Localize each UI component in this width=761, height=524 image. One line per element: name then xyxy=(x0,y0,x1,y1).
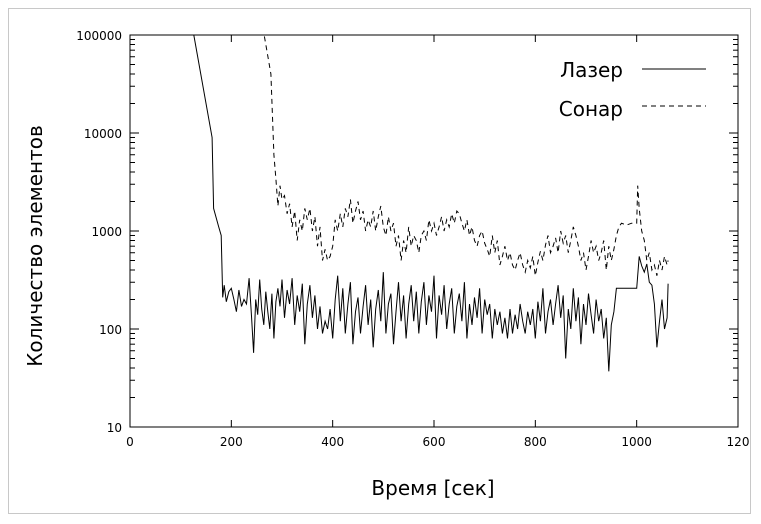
y-axis-ticks: 10 100 1000 10000 100000 xyxy=(76,29,738,435)
series-line-laser xyxy=(130,34,669,372)
y-axis-label: Количество элементов xyxy=(23,125,47,367)
series-line-sonar xyxy=(130,34,669,276)
x-tick-label: 120 xyxy=(727,435,750,449)
y-tick-label: 10000 xyxy=(84,127,122,141)
x-axis-ticks: 0 200 400 600 800 1000 120 xyxy=(126,35,749,449)
x-tick-label: 400 xyxy=(321,435,344,449)
y-tick-label: 1000 xyxy=(91,225,122,239)
legend-label-sonar: Сонар xyxy=(559,97,623,121)
x-tick-label: 0 xyxy=(126,435,134,449)
series-lines xyxy=(130,34,669,372)
x-axis-label: Время [сек] xyxy=(371,476,494,500)
y-tick-label: 100 xyxy=(99,323,122,337)
x-tick-label: 600 xyxy=(423,435,446,449)
x-tick-label: 800 xyxy=(524,435,547,449)
y-tick-label: 100000 xyxy=(76,29,122,43)
legend: Лазер Сонар xyxy=(559,58,706,121)
x-tick-label: 200 xyxy=(220,435,243,449)
plot-area xyxy=(129,34,739,428)
legend-label-laser: Лазер xyxy=(560,58,623,82)
x-tick-label: 1000 xyxy=(621,435,652,449)
y-tick-label: 10 xyxy=(107,421,122,435)
